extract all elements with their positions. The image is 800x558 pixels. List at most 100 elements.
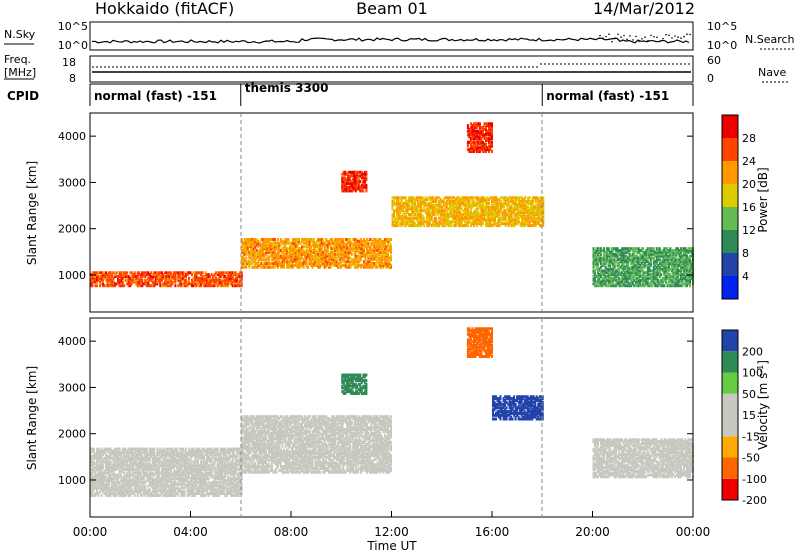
noise-search-dot [680,37,682,39]
colorbar-tick-label: 12 [742,224,756,237]
colorbar-tick-label: 20 [742,178,756,191]
noise-search-dot [602,37,604,39]
heatmap-cell [351,253,353,256]
heatmap-cell [390,255,392,258]
heatmap-cell [663,284,665,287]
colorbar-segment [722,138,738,161]
heatmap-cell [653,247,655,250]
heatmap-cell [467,124,469,127]
heatmap-cell [362,189,364,192]
heatmap-cell [387,253,389,256]
noise-sky-trace [92,38,689,43]
heatmap-cell [405,196,407,199]
heatmap-cell [123,284,125,287]
colorbar-segment [722,115,738,138]
heatmap-cell [529,196,531,199]
heatmap-cell [423,217,425,220]
heatmap-cell [120,474,122,477]
colorbar-tick-label: 24 [742,155,756,168]
noise-search-dot [650,35,652,37]
heatmap-cell [365,171,367,174]
heatmap-cell [390,264,392,267]
heatmap-cell [365,176,367,179]
heatmap-cell [101,494,103,497]
heatmap-cell [365,184,367,187]
colorbar-segment [722,161,738,184]
noise-search-dot [617,34,619,36]
power-heatmap-cells [90,122,694,287]
heatmap-cell [96,282,98,285]
velocity-heatmap-cells [90,327,694,497]
heatmap-cell [642,247,644,250]
y-tick-label: 2000 [58,223,86,236]
nave-tick-top: 60 [707,54,721,67]
colorbar-segment [722,184,738,207]
noise-search-dot [644,36,646,38]
freq-tick-bottom: 8 [69,72,76,85]
heatmap-cell [479,122,481,125]
heatmap-cell [116,271,118,274]
y-tick-label: 1000 [58,269,86,282]
noise-search-dot [665,34,667,36]
heatmap-cell [102,464,104,467]
noise-search-dot [611,41,613,43]
heatmap-cell [435,217,437,220]
noise-search-dot [659,40,661,42]
noise-search-dot [614,37,616,39]
heatmap-cell [313,238,315,241]
noise-search-dot [662,38,664,40]
noise-search-dot [608,33,610,35]
noise-search-dot [671,37,673,39]
noise-search-dot [599,35,601,37]
heatmap-cell [274,238,276,241]
noise-search-dot [629,35,631,37]
colorbar-segment [722,276,738,299]
station-title: Hokkaido (fitACF) [95,0,234,18]
colorbar-segment [722,230,738,253]
heatmap-cell [110,461,112,464]
colorbar-segment [722,207,738,230]
heatmap-cell [119,448,121,451]
heatmap-cell [491,122,493,125]
colorbar-segment [722,253,738,276]
noise-search-dot [626,39,628,41]
freq-tick-top: 18 [62,56,76,69]
heatmap-cell [608,247,610,250]
heatmap-cell [349,238,351,241]
noise-search-dot [641,38,643,40]
noise-tick-top-left: 10^5 [58,20,88,33]
heatmap-cell [134,271,136,274]
heatmap-cell [491,150,493,153]
noise-search-dot [638,41,640,43]
cpid-segment-label: normal (fast) -151 [546,89,669,103]
heatmap-cell [241,271,243,274]
noise-search-dot [632,39,634,41]
nave-label: Nave [758,66,786,79]
noise-search-dot [686,33,688,35]
noise-search-dot [668,35,670,37]
noise-search-dot [647,40,649,42]
heatmap-cell [491,141,493,144]
power-ylabel: Slant Range [km] [25,161,39,265]
noise-tick-bottom-left: 10^0 [58,39,88,52]
noise-panel-frame [90,22,693,50]
heatmap-cell [202,271,204,274]
noise-search-dot [623,35,625,37]
cpid-label: CPID [7,89,39,103]
cpid-segment-label: normal (fast) -151 [94,89,217,103]
noise-left-label: N.Sky [4,28,36,41]
heatmap-cell [307,266,309,269]
y-tick-label: 3000 [58,176,86,189]
noise-search-dot [677,36,679,38]
freq-label-line1: Freq. [4,53,31,66]
heatmap-cell [390,238,392,241]
noise-search-dot [689,34,691,36]
noise-search-dot [605,36,607,38]
y-tick-label: 4000 [58,130,86,143]
heatmap-cell [322,238,324,241]
nave-tick-bottom: 0 [707,72,714,85]
noise-search-dot [653,36,655,38]
